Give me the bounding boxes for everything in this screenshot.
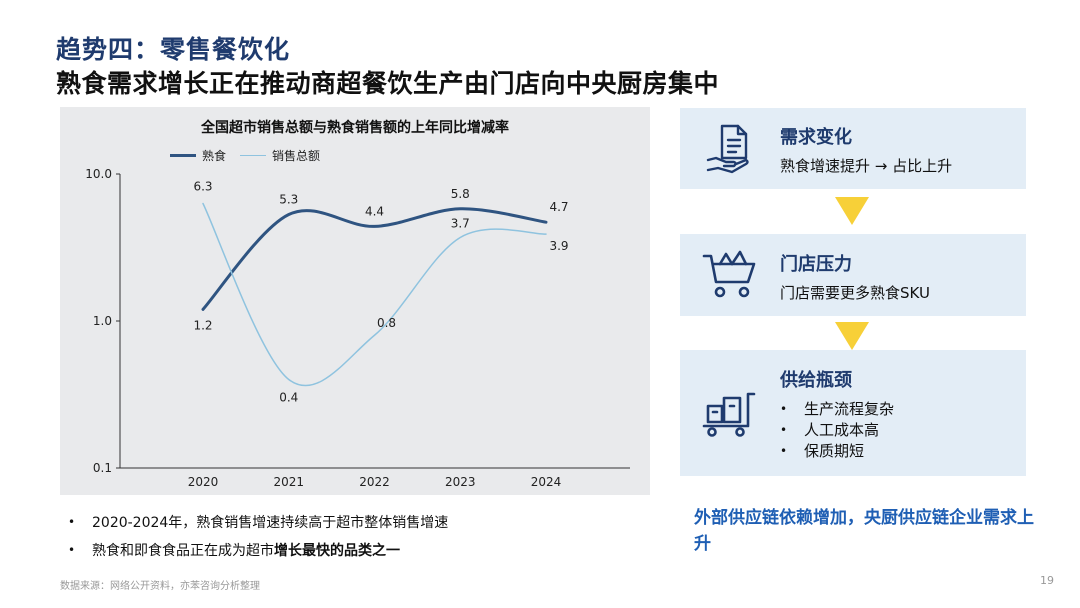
data-label-total: 6.3 <box>193 179 212 193</box>
card-title: 供给瓶颈 <box>780 370 852 391</box>
list-item-text: 人工成本高 <box>804 421 880 439</box>
legend-label-total: 销售总额 <box>272 149 321 163</box>
shopping-cart-icon <box>702 250 756 298</box>
data-label-shushi: 5.3 <box>279 193 298 207</box>
data-label-total: 0.8 <box>377 316 396 330</box>
series-line-shushi <box>201 207 548 311</box>
data-source: 数据来源：网络公开资料，亦苯咨询分析整理 <box>60 581 260 592</box>
x-tick-label: 2022 <box>359 475 390 489</box>
list-item-text: 生产流程复杂 <box>804 400 895 418</box>
bullet-symbol: • <box>68 515 76 529</box>
chart-legend: 熟食 销售总额 <box>170 147 320 164</box>
card-body: 门店需要更多熟食SKU <box>780 284 930 302</box>
note-text-1: 2020-2024年，熟食销售增速持续高于超市整体销售增速 <box>92 515 449 531</box>
note-text-2: 熟食和即食食品正在成为超市 <box>92 543 274 559</box>
line-chart: 10.0 1.0 0.1 2020 2021 2022 2023 2024 1.2 5.3 4.4 5… <box>85 167 630 489</box>
note-item: • 2020-2024年，熟食销售增速持续高于超市整体销售增速 <box>68 508 448 536</box>
x-tick-label: 2020 <box>188 475 219 489</box>
y-tick-label: 1.0 <box>93 314 112 328</box>
bullet-symbol: • <box>68 543 76 557</box>
card-supply-bottleneck: 供给瓶颈 • 生产流程复杂 • 人工成本高 • 保质期短 <box>680 350 1026 476</box>
card-body: 熟食增速提升 → 占比上升 <box>780 157 953 175</box>
bullet-symbol: • <box>780 443 788 458</box>
data-label-total: 3.9 <box>549 239 568 253</box>
x-tick-label: 2023 <box>445 475 476 489</box>
conclusion-text: 外部供应链依赖增加，央厨供应链企业需求上升 <box>694 508 1034 554</box>
card-store-pressure: 门店压力 门店需要更多熟食SKU <box>680 234 1026 316</box>
y-tick-label: 10.0 <box>85 167 112 181</box>
list-item-text: 保质期短 <box>804 442 865 460</box>
chart-panel: 全国超市销售总额与熟食销售额的上年同比增减率 熟食 销售总额 10.0 1.0 0.… <box>60 107 650 495</box>
x-tick-label: 2024 <box>531 475 562 489</box>
card-title: 需求变化 <box>780 127 852 148</box>
document-hand-icon <box>706 124 749 174</box>
legend-swatch-shushi <box>170 154 196 157</box>
data-label-shushi: 4.4 <box>365 204 384 218</box>
note-item: • 熟食和即食食品正在成为超市 增长最快的品类之一 <box>68 536 448 564</box>
flow-arrow-down <box>835 197 869 225</box>
x-tick-label: 2021 <box>273 475 304 489</box>
data-label-total: 3.7 <box>451 216 470 230</box>
list-item: • 人工成本高 <box>780 419 894 440</box>
list-item: • 保质期短 <box>780 440 894 461</box>
data-label-shushi: 5.8 <box>451 187 470 201</box>
note-text-2-bold: 增长最快的品类之一 <box>274 543 400 559</box>
data-label-total: 0.4 <box>279 390 298 404</box>
page-subtitle: 熟食需求增长正在推动商超餐饮生产由门店向中央厨房集中 <box>56 69 720 98</box>
delivery-cart-icon <box>702 392 756 437</box>
data-label-shushi: 1.2 <box>193 318 212 332</box>
bottleneck-list: • 生产流程复杂 • 人工成本高 • 保质期短 <box>780 398 894 461</box>
data-label-shushi: 4.7 <box>549 200 568 214</box>
legend-swatch-total <box>240 155 267 156</box>
y-tick-label: 0.1 <box>93 461 112 475</box>
bullet-symbol: • <box>780 422 788 437</box>
flow-arrow-down <box>835 322 869 350</box>
list-item: • 生产流程复杂 <box>780 398 894 419</box>
chart-notes: • 2020-2024年，熟食销售增速持续高于超市整体销售增速 • 熟食和即食食… <box>68 508 448 564</box>
page-number: 19 <box>1040 574 1054 587</box>
legend-label-shushi: 熟食 <box>202 149 227 163</box>
series-line-total <box>202 202 547 387</box>
card-title: 门店压力 <box>780 254 852 275</box>
page-title: 趋势四：零售餐饮化 <box>56 35 291 64</box>
chart-title: 全国超市销售总额与熟食销售额的上年同比增减率 <box>201 120 509 136</box>
bullet-symbol: • <box>780 401 788 416</box>
card-demand-change: 需求变化 熟食增速提升 → 占比上升 <box>680 108 1026 189</box>
